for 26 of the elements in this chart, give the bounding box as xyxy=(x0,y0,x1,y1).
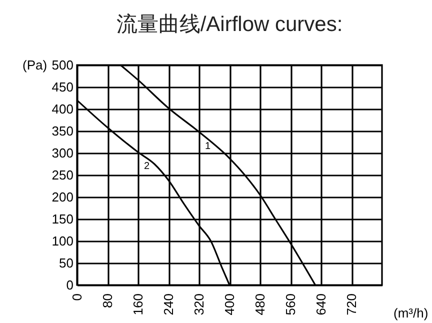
x-axis-title: (m³/h) xyxy=(394,306,428,320)
x-tick-label: 560 xyxy=(283,294,298,316)
x-tick-label: 160 xyxy=(130,294,146,316)
y-tick-label: 50 xyxy=(59,256,74,270)
x-tick-label: 240 xyxy=(161,294,176,316)
y-tick-label: 300 xyxy=(52,146,74,160)
y-tick-label: 350 xyxy=(52,124,74,138)
y-tick-label: 400 xyxy=(52,102,74,116)
chart-title: 流量曲线/Airflow curves: xyxy=(116,13,343,36)
y-tick-label: 200 xyxy=(52,190,74,204)
x-tick-label: 80 xyxy=(100,294,115,308)
y-tick-label: 150 xyxy=(52,212,74,226)
series-label: 2 xyxy=(144,161,150,172)
y-tick-label: 100 xyxy=(52,234,74,248)
y-tick-label: 500 xyxy=(52,58,74,72)
x-tick-label: 0 xyxy=(70,294,84,301)
x-tick-label: 480 xyxy=(252,294,268,316)
x-tick-label: 640 xyxy=(314,294,328,316)
x-tick-label: 400 xyxy=(222,294,237,316)
y-tick-label: 250 xyxy=(52,168,74,182)
series-label: 1 xyxy=(205,140,211,152)
x-tick-label: 720 xyxy=(344,294,359,316)
y-tick-label: 0 xyxy=(66,278,74,292)
x-tick-label: 320 xyxy=(192,294,206,316)
y-axis-title: (Pa) xyxy=(22,58,48,72)
y-tick-label: 450 xyxy=(52,80,74,94)
